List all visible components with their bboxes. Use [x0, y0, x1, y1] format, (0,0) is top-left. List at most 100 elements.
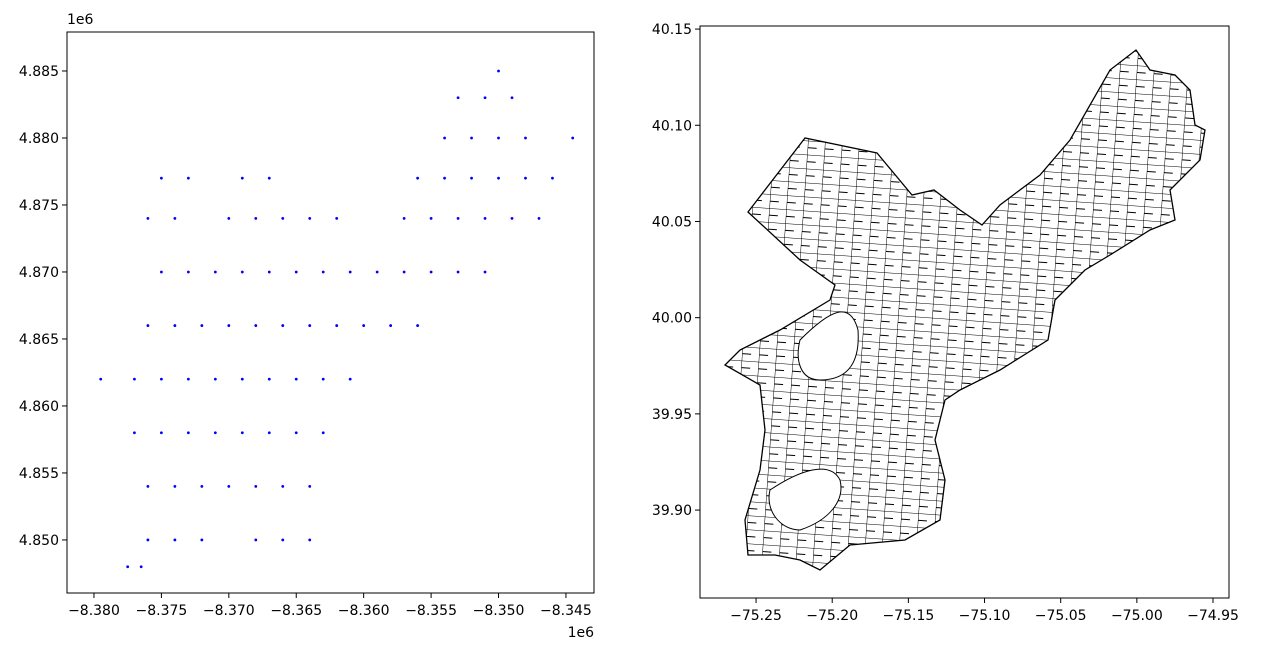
point	[483, 216, 487, 220]
point	[159, 270, 163, 274]
x-offset-text: 1e6	[568, 625, 595, 641]
point	[186, 431, 190, 435]
point	[146, 324, 150, 327]
point	[159, 176, 163, 180]
point	[294, 431, 298, 435]
point	[443, 136, 446, 140]
point	[139, 565, 143, 569]
point	[416, 324, 420, 327]
point	[186, 176, 190, 180]
point	[254, 216, 258, 220]
point	[159, 431, 163, 435]
point	[227, 324, 231, 327]
point	[200, 324, 204, 327]
point	[389, 324, 393, 327]
point	[402, 216, 406, 220]
point	[173, 484, 177, 488]
x-tick-label: −8.350	[473, 603, 525, 619]
point	[213, 377, 217, 381]
point	[240, 377, 244, 381]
point	[267, 176, 271, 180]
point	[267, 377, 271, 381]
point	[375, 270, 379, 274]
point	[321, 270, 325, 274]
point	[294, 377, 298, 381]
point	[348, 377, 352, 381]
x-tick-label: −8.370	[203, 603, 255, 619]
y-tick-label: 40.05	[652, 214, 692, 230]
point	[267, 431, 271, 435]
point	[497, 176, 500, 180]
x-tick-label: −8.380	[68, 603, 120, 619]
point	[281, 324, 285, 327]
x-tick-label: −74.95	[1187, 608, 1239, 624]
point	[173, 538, 177, 542]
point	[267, 270, 271, 274]
point	[510, 96, 514, 100]
point	[429, 216, 433, 220]
point	[240, 431, 244, 435]
point	[281, 538, 285, 542]
point	[456, 270, 460, 274]
point	[281, 216, 285, 220]
point	[470, 136, 473, 140]
x-tick-label: −75.25	[730, 608, 782, 624]
y-tick-label: 39.90	[652, 503, 692, 519]
point	[348, 270, 352, 274]
point	[281, 484, 285, 488]
x-tick-label: −8.360	[338, 603, 390, 619]
point	[213, 431, 217, 435]
point	[200, 484, 204, 488]
point	[126, 565, 130, 569]
x-tick-label: −75.05	[1035, 608, 1087, 624]
point	[335, 324, 339, 327]
x-tick-label: −8.345	[540, 603, 592, 619]
point	[227, 216, 231, 220]
point	[227, 484, 231, 488]
point	[483, 270, 487, 274]
y-tick-label: 4.860	[19, 399, 59, 415]
point	[133, 377, 136, 381]
point	[173, 216, 177, 220]
point	[308, 324, 312, 327]
point	[159, 377, 163, 381]
point	[321, 377, 325, 381]
point	[146, 538, 150, 542]
point	[133, 431, 136, 435]
point	[497, 69, 500, 73]
point	[470, 176, 473, 180]
y-tick-label: 4.865	[19, 332, 59, 348]
tract-map	[723, 49, 1206, 571]
point	[456, 216, 460, 220]
point	[551, 176, 554, 180]
point	[240, 176, 244, 180]
point	[99, 377, 103, 381]
point	[497, 136, 500, 140]
x-tick-label: −8.375	[135, 603, 187, 619]
point	[402, 270, 406, 274]
y-tick-label: 4.875	[19, 198, 59, 214]
point	[254, 484, 258, 488]
point	[146, 484, 150, 488]
y-tick-label: 40.10	[652, 118, 692, 134]
y-tick-label: 4.880	[19, 131, 59, 147]
point	[308, 216, 312, 220]
point	[335, 216, 339, 220]
point	[294, 270, 298, 274]
y-tick-label: 40.15	[652, 22, 692, 38]
point	[200, 538, 204, 542]
y-tick-label: 39.95	[652, 407, 692, 423]
point	[173, 324, 177, 327]
point	[213, 270, 217, 274]
point	[146, 216, 150, 220]
point	[443, 176, 446, 180]
point	[524, 136, 527, 140]
point	[308, 484, 312, 488]
point	[308, 538, 312, 542]
x-tick-label: −8.355	[405, 603, 457, 619]
x-tick-label: −75.20	[806, 608, 858, 624]
point	[240, 270, 244, 274]
point	[524, 176, 527, 180]
point	[321, 431, 325, 435]
